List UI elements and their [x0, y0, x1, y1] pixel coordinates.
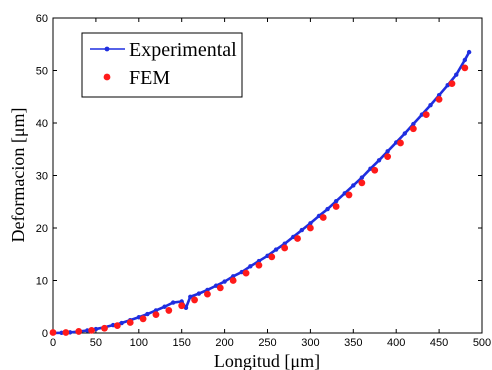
fem-marker	[204, 290, 211, 298]
fem-marker	[358, 179, 366, 187]
x-tick-label: 300	[301, 337, 319, 349]
experimental-point	[462, 57, 468, 63]
experimental-point	[411, 121, 416, 127]
fem-marker	[294, 235, 301, 242]
legend-fem-label: FEM	[129, 67, 170, 89]
x-tick-label: 50	[90, 337, 102, 349]
fem-marker	[229, 277, 237, 284]
fem-marker	[126, 319, 134, 326]
fem-marker	[319, 214, 327, 221]
fem-marker	[281, 244, 289, 252]
experimental-point	[196, 291, 202, 296]
experimental-point	[359, 175, 365, 180]
experimental-point	[466, 49, 472, 55]
experimental-point	[428, 102, 433, 108]
fem-marker	[371, 166, 379, 174]
fem-marker	[461, 64, 469, 72]
x-tick-label: 400	[387, 337, 405, 349]
y-axis-title: Deformacion [μm]	[8, 107, 28, 242]
fem-marker	[332, 203, 340, 210]
experimental-point	[119, 320, 124, 326]
x-tick-label: 200	[215, 337, 233, 349]
fem-marker	[49, 329, 57, 336]
legend: Experimental FEM	[81, 32, 243, 98]
fem-marker	[75, 328, 83, 335]
experimental-point	[273, 247, 279, 252]
experimental-point	[402, 131, 407, 136]
fem-marker	[152, 311, 160, 319]
y-tick-label: 0	[42, 328, 48, 340]
experimental-point	[333, 199, 339, 204]
y-tick-label: 40	[36, 118, 48, 130]
x-tick-label: 350	[344, 337, 362, 349]
y-tick-label: 50	[36, 66, 48, 78]
fem-marker	[397, 139, 404, 147]
fem-marker	[88, 326, 96, 334]
fem-marker	[178, 302, 186, 310]
fem-marker	[113, 322, 121, 330]
experimental-point	[248, 264, 253, 269]
experimental-point	[351, 183, 356, 188]
x-tick-label: 450	[430, 337, 448, 349]
y-tick-label: 60	[36, 13, 48, 25]
x-tick-label: 250	[258, 337, 276, 349]
fem-marker	[448, 80, 456, 88]
legend-fem-marker	[103, 73, 111, 81]
fem-marker	[435, 95, 443, 103]
experimental-point	[385, 149, 390, 154]
experimental-point	[162, 304, 167, 309]
fem-marker	[191, 296, 198, 304]
experimental-point	[145, 311, 150, 317]
fem-marker	[62, 329, 70, 336]
legend-box	[81, 32, 243, 98]
experimental-point	[376, 158, 382, 163]
fem-marker	[139, 315, 147, 323]
legend-experimental-marker	[104, 46, 110, 52]
experimental-point	[325, 206, 330, 212]
experimental-point	[222, 279, 227, 284]
y-tick-label: 20	[36, 223, 48, 235]
legend-experimental-label: Experimental	[129, 39, 237, 61]
y-tick-label: 30	[36, 171, 48, 183]
experimental-point	[170, 300, 176, 305]
x-tick-label: 0	[50, 337, 56, 349]
fem-marker	[384, 153, 392, 161]
experimental-point	[299, 227, 305, 233]
fem-marker	[345, 191, 353, 199]
fem-marker	[268, 253, 276, 261]
x-tick-label: 150	[173, 337, 191, 349]
experimental-point	[188, 294, 193, 299]
x-tick-label: 500	[473, 337, 491, 349]
experimental-point	[308, 221, 313, 226]
fem-marker	[422, 111, 430, 118]
axis-ticks: 0 50 100 150 200 250 300 350 400 450 500 0 10 20 30 40 5…	[36, 13, 491, 349]
fem-marker	[165, 307, 173, 314]
fem-marker	[255, 261, 263, 269]
fem-marker	[216, 284, 224, 292]
x-tick-label: 100	[130, 337, 148, 349]
fem-marker	[409, 125, 417, 133]
fem-marker	[242, 269, 250, 277]
fem-marker	[101, 324, 108, 332]
x-axis-title: Longitud [μm]	[214, 351, 320, 370]
y-tick-label: 10	[36, 276, 48, 288]
experimental-point	[454, 72, 459, 77]
series-layer	[49, 49, 472, 336]
fem-marker	[307, 224, 314, 232]
